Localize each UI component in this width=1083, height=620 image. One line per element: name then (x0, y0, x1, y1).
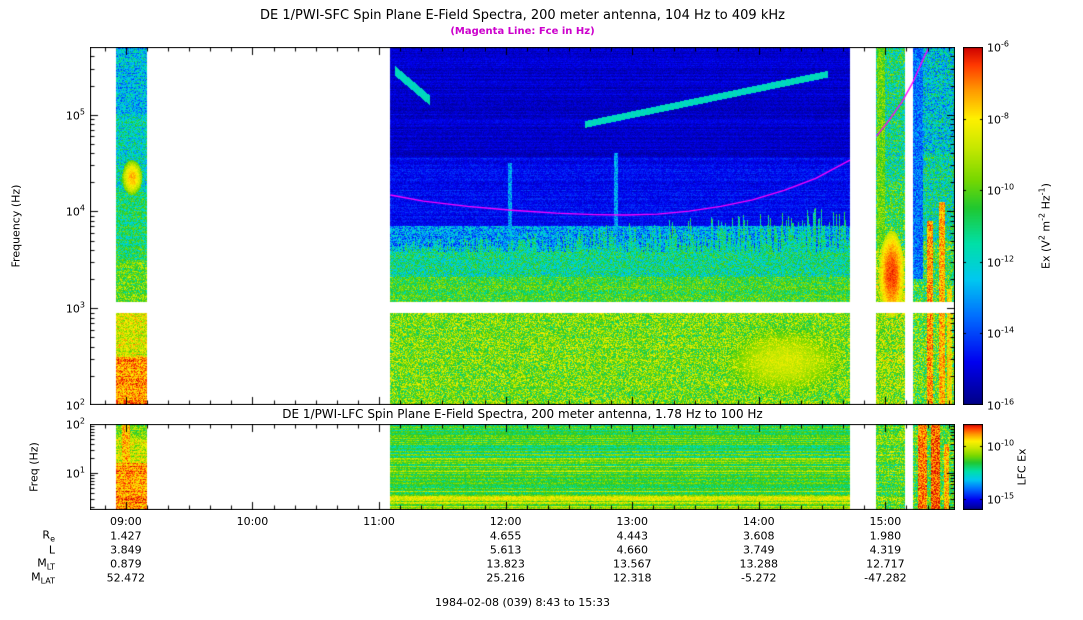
sfc-ytick-label: 105 (65, 107, 85, 123)
sfc-colorbar-tick-label: 10-16 (987, 397, 1015, 413)
sfc-ytick-label: 102 (65, 397, 85, 413)
x-tick-label: 15:00 (869, 515, 902, 528)
ephemeris-value: 1.427 (110, 529, 142, 543)
sfc-colorbar-tick-label: 10-10 (987, 182, 1015, 198)
sfc-colorbar (963, 47, 983, 405)
sfc-colorbar-label: Ex (V2 m-2 Hz-1) (1037, 183, 1053, 269)
sfc-ytick-label: 103 (65, 300, 85, 316)
x-tick-label: 11:00 (363, 515, 395, 528)
x-tick-label: 13:00 (616, 515, 649, 528)
ephemeris-value: 13.288 (739, 557, 779, 571)
sfc-ytick-label: 104 (65, 204, 85, 219)
lfc-colorbar (963, 424, 983, 510)
ephemeris-row-label: MLAT (31, 570, 55, 586)
ephemeris-value: 13.823 (486, 557, 525, 571)
ephemeris-value: 12.717 (866, 557, 905, 571)
ephemeris-value: 4.443 (616, 529, 648, 543)
lfc-colorbar-label: LFC Ex (1015, 448, 1029, 486)
lfc-y-axis-label: Freq (Hz) (27, 442, 41, 492)
ephemeris-value: 3.749 (743, 543, 775, 557)
lfc-spectrogram (90, 424, 955, 510)
sfc-y-axis-label: Frequency (Hz) (9, 184, 23, 268)
ephemeris-row-label: L (48, 543, 55, 557)
ephemeris-value: 13.567 (612, 557, 652, 571)
sfc-colorbar-tick-label: 10-8 (987, 111, 1009, 126)
ephemeris-value: -47.282 (864, 571, 907, 585)
x-tick-label: 14:00 (742, 515, 775, 528)
sfc-colorbar-tick-label: 10-14 (987, 326, 1015, 341)
lfc-colorbar-tick-label: 10-15 (987, 491, 1015, 507)
ephemeris-value: 52.472 (106, 571, 146, 585)
ephemeris-value: 0.879 (110, 557, 142, 571)
ephemeris-value: 4.319 (869, 543, 902, 557)
ephemeris-value: 3.608 (743, 529, 775, 543)
ephemeris-value: 5.613 (489, 543, 522, 557)
x-tick-label: 09:00 (110, 515, 142, 528)
lfc-title: DE 1/PWI-LFC Spin Plane E-Field Spectra,… (282, 407, 763, 421)
ephemeris-value: 25.216 (486, 571, 525, 585)
sfc-colorbar-tick-label: 10-6 (987, 39, 1009, 55)
sfc-subtitle: (Magenta Line: Fce in Hz) (450, 26, 595, 37)
ephemeris-row-label: Re (42, 528, 55, 544)
footer-date-range: 1984-02-08 (039) 8:43 to 15:33 (435, 596, 610, 609)
x-tick-label: 10:00 (236, 515, 269, 528)
ephemeris-value: 1.980 (869, 529, 902, 543)
lfc-ytick-label: 101 (65, 465, 85, 481)
ephemeris-value: 4.655 (489, 529, 522, 543)
x-tick-label: 12:00 (489, 515, 522, 528)
lfc-colorbar-tick-label: 10-10 (987, 438, 1015, 453)
ephemeris-value: 4.660 (616, 543, 648, 557)
sfc-spectrogram (90, 47, 955, 405)
sfc-title: DE 1/PWI-SFC Spin Plane E-Field Spectra,… (260, 8, 785, 23)
lfc-ytick-label: 102 (65, 416, 85, 432)
ephemeris-row-label: MLT (37, 556, 55, 572)
sfc-colorbar-tick-label: 10-12 (987, 254, 1015, 270)
ephemeris-value: 3.849 (110, 543, 142, 557)
ephemeris-value: 12.318 (612, 571, 652, 585)
ephemeris-value: -5.272 (741, 571, 777, 585)
